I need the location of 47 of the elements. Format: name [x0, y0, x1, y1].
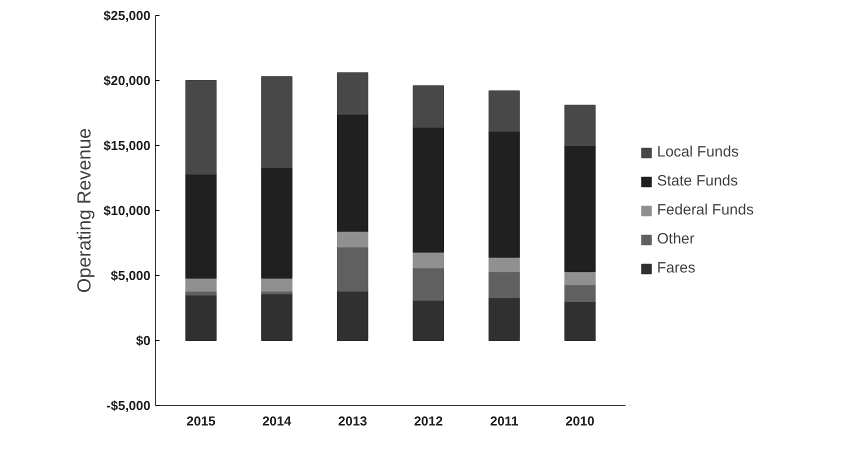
x-tick-label: 2015	[186, 414, 216, 428]
legend-label: Local Funds	[657, 144, 739, 160]
y-tick-label: $20,000	[104, 73, 151, 88]
bar	[564, 271, 596, 286]
y-tick-label: $5,000	[110, 268, 151, 283]
bar	[336, 230, 368, 248]
bar	[488, 130, 520, 258]
bar	[185, 294, 217, 341]
bar	[564, 284, 596, 302]
bar	[412, 126, 444, 253]
bar	[185, 80, 217, 175]
bar	[564, 104, 596, 146]
legend-label: Fares	[657, 260, 696, 276]
bar	[336, 72, 368, 115]
legend-label: Federal Funds	[657, 202, 754, 218]
bar	[488, 271, 520, 298]
y-axis-title: Operating Revenue	[74, 128, 96, 293]
legend-label: State Funds	[657, 172, 738, 190]
x-tick-label: 2010	[566, 414, 594, 428]
bar	[412, 267, 444, 301]
y-tick-label: $25,000	[104, 8, 151, 23]
bar	[261, 167, 292, 279]
x-tick-label: 2011	[490, 414, 518, 428]
x-tick-label: 2012	[414, 414, 443, 428]
bar	[488, 90, 520, 132]
bar	[261, 278, 292, 292]
x-tick-label: 2014	[262, 414, 292, 428]
bar	[488, 297, 520, 341]
y-tick-label: $10,000	[104, 203, 151, 218]
y-tick-label: $0	[136, 333, 151, 348]
x-tick-label: 2013	[338, 414, 368, 428]
bar	[185, 278, 217, 292]
bar	[336, 290, 368, 341]
bar	[261, 76, 292, 168]
bar	[336, 246, 368, 292]
y-tick-label: $15,000	[104, 138, 151, 153]
y-tick-label: -$5,000	[106, 398, 151, 413]
bar	[564, 145, 596, 272]
bar	[488, 256, 520, 272]
bar	[261, 293, 292, 341]
bar	[336, 114, 368, 232]
bar	[185, 174, 217, 279]
bar	[564, 301, 596, 341]
bar	[412, 252, 444, 268]
bar	[412, 85, 444, 128]
legend-label: Other	[657, 230, 695, 248]
bar	[412, 300, 444, 341]
